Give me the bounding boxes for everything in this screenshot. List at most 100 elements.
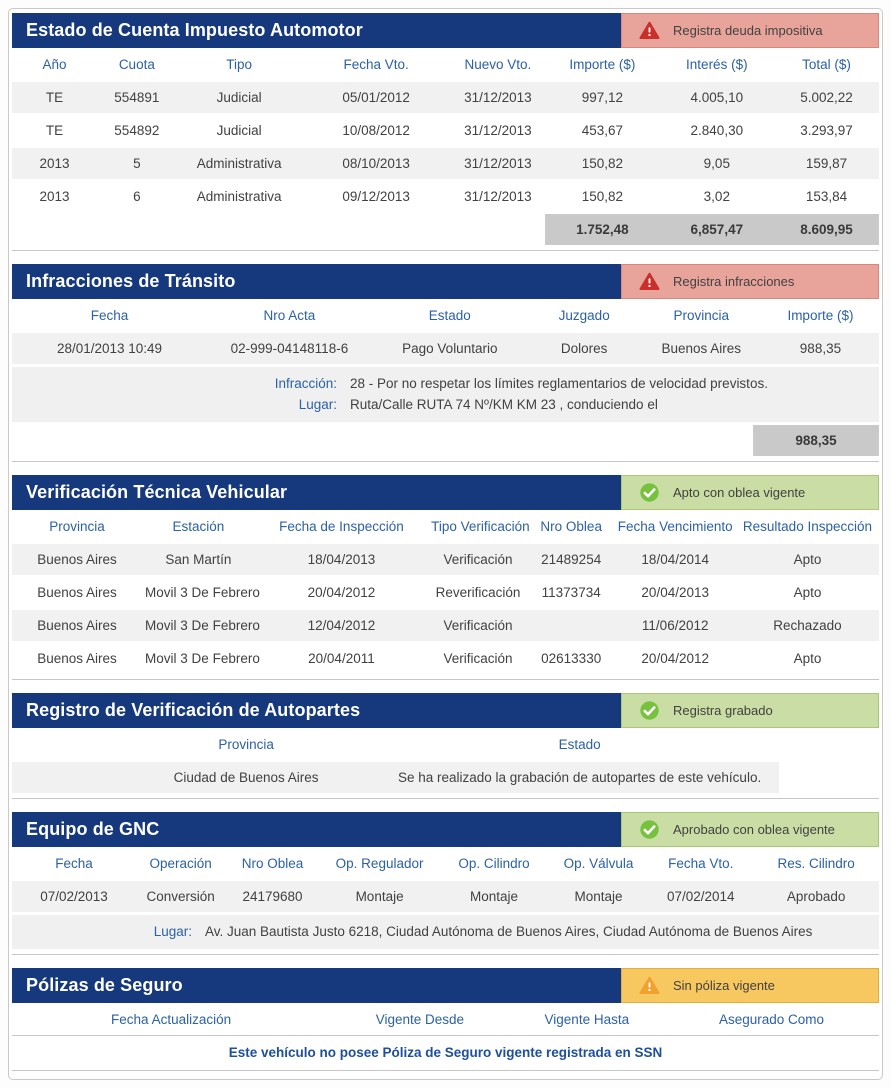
column-header: Nro Oblea: [540, 519, 602, 534]
place-text: Av. Juan Bautista Justo 6218, Ciudad Aut…: [205, 924, 813, 939]
table-row: Buenos Aires San Martín 18/04/2013 Verifica…: [12, 543, 879, 576]
column-header: Fecha Vencimiento: [617, 519, 733, 534]
status-badge-label: Sin póliza vigente: [673, 978, 775, 993]
table-cell: Judicial: [216, 90, 262, 105]
total-cell: 988,35: [753, 425, 879, 456]
table-cell: 3.293,97: [800, 123, 853, 138]
total-cell: 8.609,95: [774, 213, 879, 245]
table-cell: 554892: [114, 123, 160, 138]
section-gnc: Equipo de GNC Aprobado con oblea vigente…: [12, 812, 879, 955]
table-cell: 10/08/2012: [342, 123, 410, 138]
table-cell: 453,67: [581, 123, 624, 138]
status-badge-label: Registra infracciones: [673, 274, 795, 289]
autopartes-table: Provincia Estado Ciudad de Buenos Aires Se …: [12, 728, 879, 793]
section-divider: [12, 250, 879, 251]
section-impuesto-automotor: Estado de Cuenta Impuesto Automotor Regi…: [12, 13, 879, 251]
table-cell: 24179680: [242, 889, 303, 904]
column-header: Nuevo Vto.: [464, 57, 532, 72]
column-header: Fecha Actualización: [111, 1012, 232, 1027]
table-cell: Montaje: [574, 889, 623, 904]
table-cell: Pago Voluntario: [402, 341, 498, 356]
vtv-table: Provincia Estación Fecha de Inspección Tipo…: [12, 510, 879, 674]
table-cell: 02613330: [541, 651, 602, 666]
column-header: Fecha de Inspección: [279, 519, 404, 534]
status-badge-label: Registra deuda impositiva: [673, 23, 823, 38]
column-header: Resultado Inspección: [742, 519, 872, 534]
table-cell: 2013: [39, 156, 70, 171]
warning-triangle-icon: [639, 272, 660, 291]
section-title: Registro de Verificación de Autopartes: [12, 693, 621, 728]
table-cell: 153,84: [805, 189, 848, 204]
table-cell: Reverificación: [435, 585, 521, 600]
check-circle-icon: [639, 819, 660, 840]
table-header-row: Provincia Estado: [12, 728, 879, 761]
column-header: Estación: [172, 519, 225, 534]
table-row: Buenos Aires Movil 3 De Febrero 20/04/2012…: [12, 576, 879, 609]
table-header-row: Fecha Nro Acta Estado Juzgado Provincia Impor…: [12, 299, 879, 332]
section-header-bar: Verificación Técnica Vehicular Apto con …: [12, 475, 879, 510]
table-cell: Rechazado: [773, 618, 842, 633]
table-cell: Verificación: [443, 618, 513, 633]
status-badge: Registra deuda impositiva: [621, 13, 879, 48]
infraction-text: 28 - Por no respetar los límites reglame…: [350, 376, 768, 391]
column-header: Interés ($): [686, 57, 748, 72]
table-cell: 31/12/2013: [464, 156, 532, 171]
column-header: Cuota: [118, 57, 155, 72]
table-cell: 05/01/2012: [342, 90, 410, 105]
status-badge: Registra infracciones: [621, 264, 879, 299]
table-cell: 2013: [39, 189, 70, 204]
gnc-detail-block: Lugar: Av. Juan Bautista Justo 6218, Ciu…: [12, 915, 879, 949]
table-cell: 159,87: [805, 156, 848, 171]
place-detail-line: Lugar: Av. Juan Bautista Justo 6218, Ciu…: [12, 921, 879, 942]
section-divider: [12, 798, 879, 799]
section-vtv: Verificación Técnica Vehicular Apto con …: [12, 475, 879, 680]
column-header: Fecha Vto.: [343, 57, 409, 72]
table-row: 28/01/2013 10:49 02-999-04148118-6 Pago Vo…: [12, 332, 879, 364]
table-cell: 11/06/2012: [641, 618, 709, 633]
table-cell: Conversión: [146, 889, 215, 904]
column-header: Importe ($): [569, 57, 636, 72]
column-header: Fecha: [55, 856, 93, 871]
total-cell: 1.752,48: [545, 213, 660, 245]
table-cell: Verificación: [443, 651, 513, 666]
table-cell: TE: [45, 90, 64, 105]
table-cell: 28/01/2013 10:49: [56, 341, 163, 356]
column-header: Res. Cilindro: [777, 856, 855, 871]
column-header: Provincia: [49, 519, 105, 534]
table-row: 2013 6 Administrativa 09/12/2013 31/12/2013 1…: [12, 180, 879, 213]
table-cell: 6: [133, 189, 141, 204]
table-cell: 20/04/2011: [308, 651, 375, 666]
table-cell: 07/02/2013: [40, 889, 108, 904]
table-cell: 21489254: [541, 552, 602, 567]
report-card: Estado de Cuenta Impuesto Automotor Regi…: [8, 8, 883, 1080]
place-label: Lugar:: [153, 924, 192, 939]
status-badge-label: Registra grabado: [673, 703, 773, 718]
no-policy-message: Este vehículo no posee Póliza de Seguro …: [228, 1045, 663, 1060]
table-cell: 18/04/2013: [307, 552, 376, 567]
total-spacer-cell: [451, 213, 546, 245]
table-cell: Verificación: [443, 552, 513, 567]
table-cell: Administrativa: [196, 189, 282, 204]
table-total-row: 1.752,48 6,857,47 8.609,95: [12, 213, 879, 245]
column-header: Tipo Verificación: [431, 519, 530, 534]
place-detail-line: Lugar: Ruta/Calle RUTA 74 Nº/KM KM 23 , …: [12, 394, 879, 415]
table-cell: Ciudad de Buenos Aires: [173, 770, 319, 785]
table-cell: [528, 609, 615, 642]
table-cell: 3,02: [703, 189, 730, 204]
column-header: Importe ($): [787, 308, 854, 323]
status-badge: Apto con oblea vigente: [621, 475, 879, 510]
section-header-bar: Infracciones de Tránsito Registra infrac…: [12, 264, 879, 299]
table-cell: 31/12/2013: [464, 189, 532, 204]
total-spacer-cell: [97, 213, 177, 245]
column-header: Total ($): [802, 57, 851, 72]
column-header: Fecha: [90, 308, 129, 323]
table-cell: 997,12: [581, 90, 624, 105]
table-cell: Buenos Aires: [37, 585, 117, 600]
table-cell: 20/04/2012: [641, 651, 709, 666]
section-divider: [12, 679, 879, 680]
status-badge: Sin póliza vigente: [621, 968, 879, 1003]
warning-triangle-icon: [639, 976, 660, 995]
table-cell: 31/12/2013: [464, 90, 532, 105]
infraction-detail-block: Infracción: 28 - Por no respetar los lím…: [12, 367, 879, 422]
column-header: Vigente Desde: [375, 1012, 465, 1027]
